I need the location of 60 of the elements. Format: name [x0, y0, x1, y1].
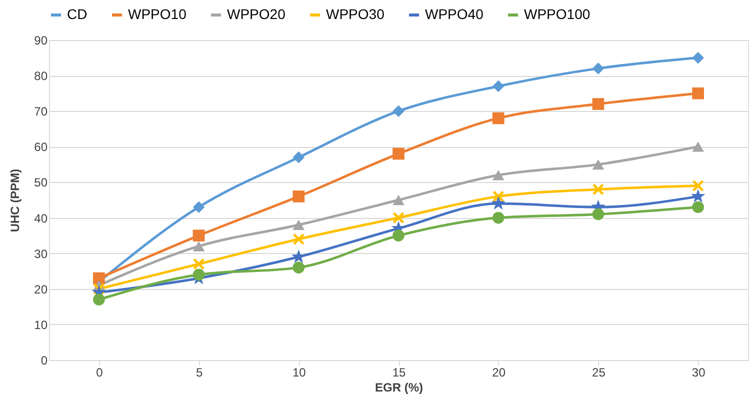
- legend-label: WPPO10: [128, 6, 187, 22]
- point: [192, 268, 205, 281]
- y-tick-label: 50: [34, 176, 48, 190]
- point: [492, 212, 504, 224]
- point: [292, 262, 305, 274]
- point: [492, 80, 504, 92]
- point: [93, 272, 105, 284]
- y-tick-label: 40: [34, 211, 48, 226]
- point: [592, 183, 604, 196]
- point: [492, 112, 504, 124]
- point: [292, 190, 305, 202]
- y-tick-label: 70: [34, 104, 48, 119]
- y-axis-title: UHC (PPM): [8, 168, 22, 232]
- legend-label: WPPO30: [326, 6, 385, 22]
- x-tick-label: 0: [96, 366, 104, 380]
- point: [392, 148, 404, 160]
- y-tick-label: 20: [34, 282, 48, 296]
- legend-label: CD: [67, 6, 88, 22]
- point: [692, 180, 704, 192]
- point: [192, 201, 205, 214]
- point: [392, 230, 404, 242]
- point: [392, 212, 404, 224]
- point: [592, 62, 604, 74]
- point: [592, 98, 604, 110]
- legend-label: WPPO20: [227, 6, 286, 22]
- point: [392, 105, 404, 118]
- point: [292, 233, 305, 246]
- point: [692, 201, 704, 214]
- point: [92, 282, 105, 295]
- x-tick-label: 20: [492, 366, 506, 380]
- point: [392, 194, 404, 206]
- point: [492, 170, 504, 180]
- point: [692, 87, 704, 100]
- x-tick-label: 10: [292, 366, 306, 380]
- point: [192, 241, 205, 252]
- point: [192, 230, 205, 242]
- x-tick-label: 15: [392, 366, 406, 380]
- point: [192, 258, 205, 270]
- point: [491, 196, 506, 210]
- point: [692, 142, 704, 152]
- y-tick-label: 0: [40, 354, 48, 368]
- y-tick-label: 80: [34, 69, 48, 84]
- x-tick-label: 5: [196, 366, 203, 380]
- point: [690, 188, 706, 202]
- point: [292, 151, 305, 164]
- point: [492, 190, 504, 202]
- y-tick-label: 90: [34, 34, 48, 48]
- y-tick-label: 10: [34, 318, 48, 332]
- point: [292, 220, 305, 230]
- point: [93, 294, 105, 306]
- point: [592, 159, 604, 170]
- point: [692, 52, 704, 64]
- y-tick-label: 60: [34, 140, 48, 154]
- legend-label: WPPO40: [425, 6, 484, 22]
- legend-label: WPPO100: [524, 6, 590, 22]
- point: [592, 208, 604, 220]
- x-axis-title: EGR (%): [375, 380, 424, 394]
- x-tick-label: 30: [692, 366, 706, 380]
- y-tick-label: 30: [34, 246, 48, 261]
- x-tick-label: 25: [592, 366, 606, 380]
